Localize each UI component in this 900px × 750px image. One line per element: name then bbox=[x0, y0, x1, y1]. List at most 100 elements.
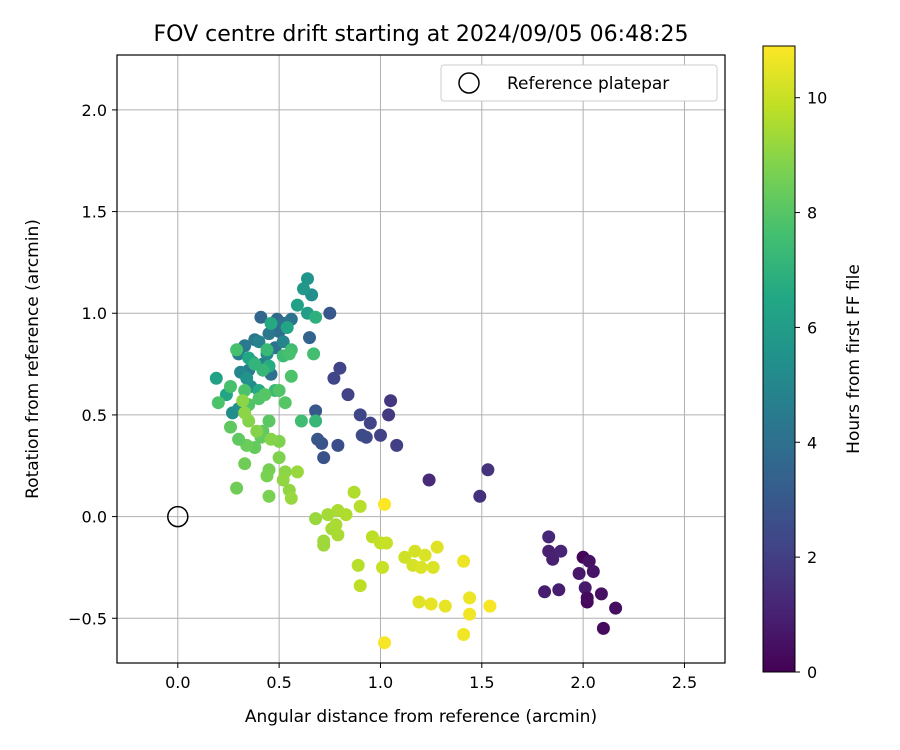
scatter-point bbox=[378, 497, 391, 511]
scatter-point bbox=[284, 369, 298, 383]
scatter-point bbox=[424, 597, 438, 611]
scatter-point bbox=[317, 451, 331, 465]
scatter-point bbox=[294, 414, 308, 428]
legend: Reference platepar bbox=[440, 64, 718, 102]
x-tick-label: 1.0 bbox=[368, 673, 393, 692]
scatter-point bbox=[594, 587, 608, 601]
scatter-point bbox=[542, 530, 556, 544]
legend-marker-icon bbox=[458, 72, 480, 94]
scatter-point bbox=[481, 463, 495, 477]
scatter-point bbox=[272, 451, 286, 465]
scatter-point bbox=[297, 282, 310, 296]
legend-box bbox=[440, 64, 718, 102]
scatter-point bbox=[309, 414, 323, 428]
scatter-point bbox=[426, 560, 440, 574]
scatter-point bbox=[303, 331, 316, 345]
scatter-point bbox=[260, 469, 274, 483]
scatter-point bbox=[262, 489, 276, 503]
x-tick-label: 1.5 bbox=[469, 673, 494, 692]
scatter-point bbox=[236, 394, 250, 408]
y-tick-label: 1.0 bbox=[82, 304, 107, 323]
scatter-point bbox=[572, 567, 586, 580]
scatter-point bbox=[609, 601, 623, 615]
scatter-point bbox=[412, 595, 426, 609]
scatter-point bbox=[382, 408, 396, 422]
colorbar: 0 2 4 6 8 10 Hours from first FF file bbox=[762, 45, 864, 682]
colorbar-tick-label: 8 bbox=[807, 204, 817, 223]
scatter-point bbox=[262, 414, 276, 428]
colorbar-ticks: 0 2 4 6 8 10 bbox=[795, 89, 827, 682]
y-tick-label: 0.5 bbox=[82, 406, 107, 425]
scatter-point bbox=[262, 327, 276, 341]
scatter-point bbox=[252, 335, 266, 349]
scatter-point bbox=[238, 406, 252, 420]
scatter-point bbox=[317, 538, 331, 552]
scatter-point bbox=[232, 432, 246, 446]
scatter-point bbox=[331, 528, 345, 542]
scatter-point bbox=[230, 343, 244, 357]
scatter-point bbox=[290, 298, 304, 312]
scatter-point bbox=[230, 481, 244, 495]
scatter-point bbox=[276, 335, 290, 349]
scatter-point bbox=[586, 565, 600, 578]
x-tick-label: 0.5 bbox=[266, 673, 291, 692]
scatter-point bbox=[284, 491, 298, 505]
scatter-point bbox=[374, 428, 387, 442]
scatter-point bbox=[376, 560, 389, 574]
scatter-point bbox=[258, 388, 272, 402]
scatter-point bbox=[309, 404, 323, 418]
scatter-point bbox=[353, 408, 367, 422]
scatter-point bbox=[309, 512, 323, 526]
scatter-point bbox=[418, 548, 432, 562]
scatter-point bbox=[311, 432, 325, 446]
scatter-point bbox=[278, 396, 292, 410]
scatter-point bbox=[380, 536, 393, 550]
scatter-point bbox=[422, 473, 436, 487]
scatter-point bbox=[473, 489, 487, 503]
scatter-point bbox=[224, 380, 237, 393]
scatter-point bbox=[250, 424, 264, 438]
legend-label: Reference platepar bbox=[507, 74, 669, 94]
scatter-point bbox=[378, 636, 391, 650]
scatter-point bbox=[353, 579, 367, 593]
scatter-point bbox=[457, 554, 471, 568]
y-tick-label: −0.5 bbox=[68, 609, 107, 628]
x-tick-label: 0.0 bbox=[165, 673, 190, 692]
scatter-point bbox=[414, 560, 428, 574]
scatter-point bbox=[307, 347, 321, 361]
scatter-point bbox=[390, 438, 404, 452]
x-axis-title: Angular distance from reference (arcmin) bbox=[245, 707, 597, 727]
scatter-point bbox=[347, 485, 361, 499]
x-tick-label: 2.0 bbox=[570, 673, 595, 692]
scatter-point bbox=[339, 508, 353, 522]
scatter-point bbox=[582, 554, 596, 568]
y-tick-label: 2.0 bbox=[82, 101, 107, 120]
scatter-point bbox=[248, 357, 262, 371]
scatter-point bbox=[552, 583, 566, 597]
scatter-point bbox=[554, 544, 568, 558]
scatter-point bbox=[280, 321, 294, 334]
scatter-point bbox=[323, 306, 337, 320]
scatter-point bbox=[438, 599, 452, 613]
reference-platepar-marker bbox=[167, 505, 189, 528]
scatter-point bbox=[463, 607, 477, 621]
y-axis-ticks: −0.5 0.0 0.5 1.0 1.5 2.0 bbox=[68, 101, 117, 628]
scatter-point bbox=[408, 544, 422, 558]
scatter-point bbox=[333, 361, 347, 375]
scatter-point bbox=[580, 591, 594, 605]
colorbar-tick-label: 4 bbox=[807, 433, 817, 452]
scatter-point bbox=[321, 508, 335, 522]
plot-frame bbox=[116, 54, 726, 664]
scatter-point bbox=[351, 558, 365, 572]
scatter-point bbox=[596, 621, 610, 635]
scatter-point bbox=[538, 585, 552, 599]
scatter-point bbox=[353, 499, 367, 513]
x-axis-ticks: 0.0 0.5 1.0 1.5 2.0 2.5 bbox=[165, 663, 697, 692]
scatter-point bbox=[276, 473, 290, 487]
scatter-point bbox=[542, 544, 556, 558]
scatter-point bbox=[384, 394, 398, 408]
scatter-point bbox=[363, 416, 377, 430]
colorbar-tick-label: 10 bbox=[807, 89, 827, 108]
